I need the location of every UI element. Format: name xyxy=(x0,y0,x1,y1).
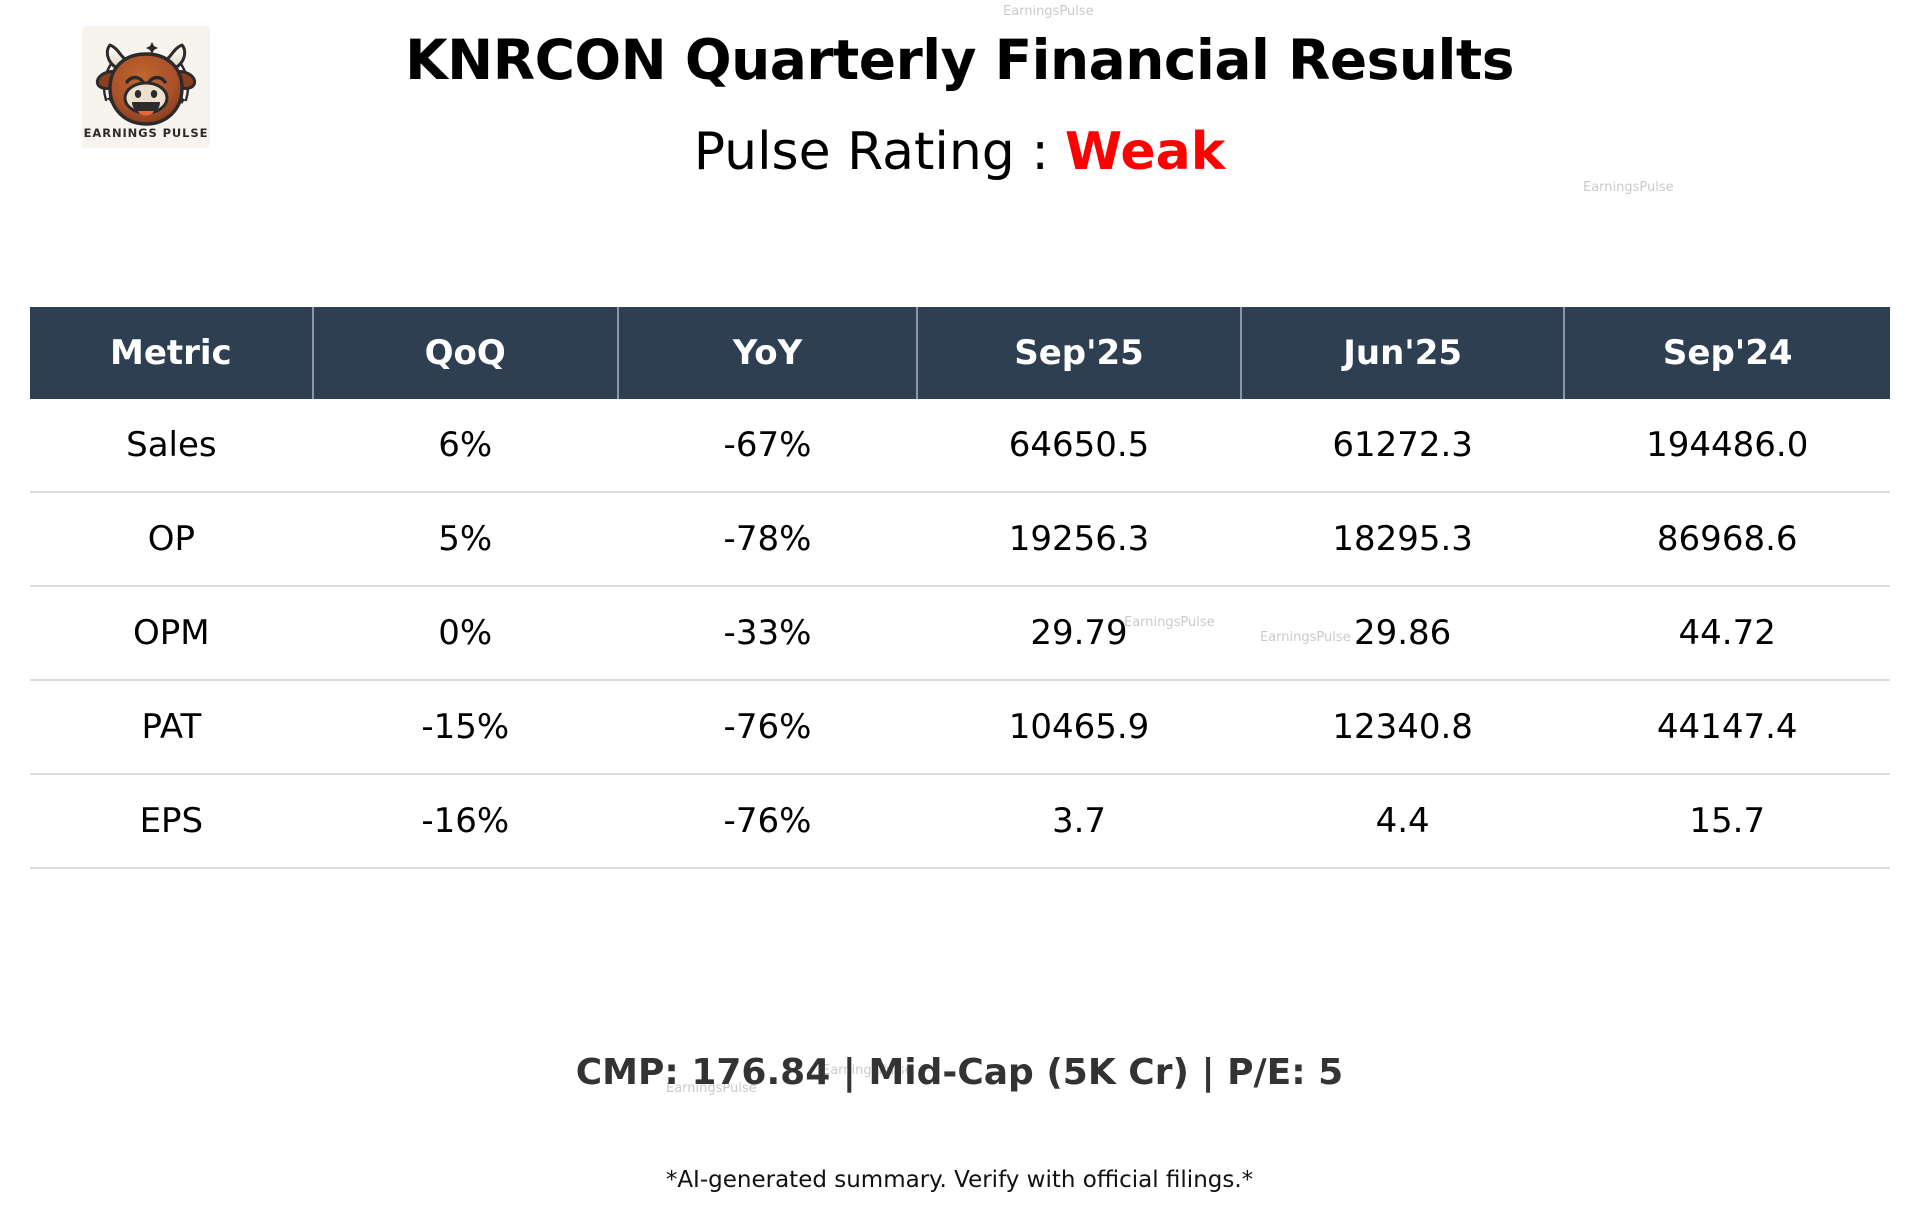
cell-jun25: 12340.8 xyxy=(1240,680,1565,775)
cell-jun25: 18295.3 xyxy=(1240,492,1565,587)
cell-sep25: 19256.3 xyxy=(917,492,1241,587)
cell-jun25: 61272.3 xyxy=(1240,399,1565,493)
cell-metric: EPS xyxy=(30,774,313,869)
cell-sep24: 86968.6 xyxy=(1564,492,1890,587)
cmp-summary-line: CMP: 176.84 | Mid-Cap (5K Cr) | P/E: 5 xyxy=(575,1052,1344,1093)
column-header-metric: Metric xyxy=(30,307,314,399)
cell-jun25: 29.86 xyxy=(1240,586,1565,681)
cell-qoq: -16% xyxy=(312,774,618,869)
cell-jun25: 4.4 xyxy=(1240,774,1565,869)
cell-metric: OP xyxy=(30,492,313,587)
financial-results-table-wrap: Metric QoQ YoY Sep'25 Jun'25 Sep'24 Sale… xyxy=(30,307,1890,869)
cell-metric: Sales xyxy=(30,399,313,493)
cell-sep25: 3.7 xyxy=(917,774,1241,869)
cell-sep24: 194486.0 xyxy=(1564,399,1890,493)
pulse-rating-line: Pulse Rating : Weak xyxy=(0,122,1919,182)
table-row: Sales 6% -67% 64650.5 61272.3 194486.0 xyxy=(30,399,1890,493)
cell-yoy: -33% xyxy=(617,586,918,681)
cell-yoy: -67% xyxy=(617,399,918,493)
table-header: Metric QoQ YoY Sep'25 Jun'25 Sep'24 xyxy=(30,307,1890,399)
financial-results-table: Metric QoQ YoY Sep'25 Jun'25 Sep'24 Sale… xyxy=(30,307,1890,869)
cell-sep25: 10465.9 xyxy=(917,680,1241,775)
disclaimer-text: *AI-generated summary. Verify with offic… xyxy=(665,1167,1254,1193)
pulse-rating-label: Pulse Rating : xyxy=(693,122,1049,182)
bull-mascot-icon xyxy=(95,42,197,126)
cell-sep25: 29.79 xyxy=(917,586,1241,681)
brand-logo: EARNINGS PULSE xyxy=(82,26,210,148)
table-body: Sales 6% -67% 64650.5 61272.3 194486.0 OP 5% -78… xyxy=(30,399,1890,869)
cell-yoy: -76% xyxy=(617,774,918,869)
cell-sep24: 15.7 xyxy=(1564,774,1890,869)
table-row: PAT -15% -76% 10465.9 12340.8 44147.4 xyxy=(30,680,1890,775)
cell-sep25: 64650.5 xyxy=(917,399,1241,493)
cell-metric: PAT xyxy=(30,680,313,775)
watermark-text: EarningsPulse xyxy=(1583,180,1674,195)
cell-sep24: 44147.4 xyxy=(1564,680,1890,775)
cell-sep24: 44.72 xyxy=(1564,586,1890,681)
column-header-sep24: Sep'24 xyxy=(1564,307,1890,399)
pulse-rating-value: Weak xyxy=(1064,122,1226,182)
cell-yoy: -78% xyxy=(617,492,918,587)
cell-qoq: -15% xyxy=(312,680,618,775)
cell-yoy: -76% xyxy=(617,680,918,775)
column-header-jun25: Jun'25 xyxy=(1240,307,1566,399)
table-row: OPM 0% -33% 29.79 29.86 44.72 xyxy=(30,586,1890,681)
table-row: OP 5% -78% 19256.3 18295.3 86968.6 xyxy=(30,492,1890,587)
table-row: EPS -16% -76% 3.7 4.4 15.7 xyxy=(30,774,1890,869)
watermark-text: EarningsPulse xyxy=(1003,4,1094,19)
column-header-yoy: YoY xyxy=(617,307,919,399)
page-title: KNRCON Quarterly Financial Results xyxy=(405,28,1514,92)
cell-qoq: 5% xyxy=(312,492,618,587)
table-header-row: Metric QoQ YoY Sep'25 Jun'25 Sep'24 xyxy=(30,307,1890,399)
cell-qoq: 6% xyxy=(312,399,618,493)
column-header-sep25: Sep'25 xyxy=(917,307,1242,399)
cell-qoq: 0% xyxy=(312,586,618,681)
logo-caption: EARNINGS PULSE xyxy=(83,126,209,140)
column-header-qoq: QoQ xyxy=(312,307,619,399)
cell-metric: OPM xyxy=(30,586,313,681)
